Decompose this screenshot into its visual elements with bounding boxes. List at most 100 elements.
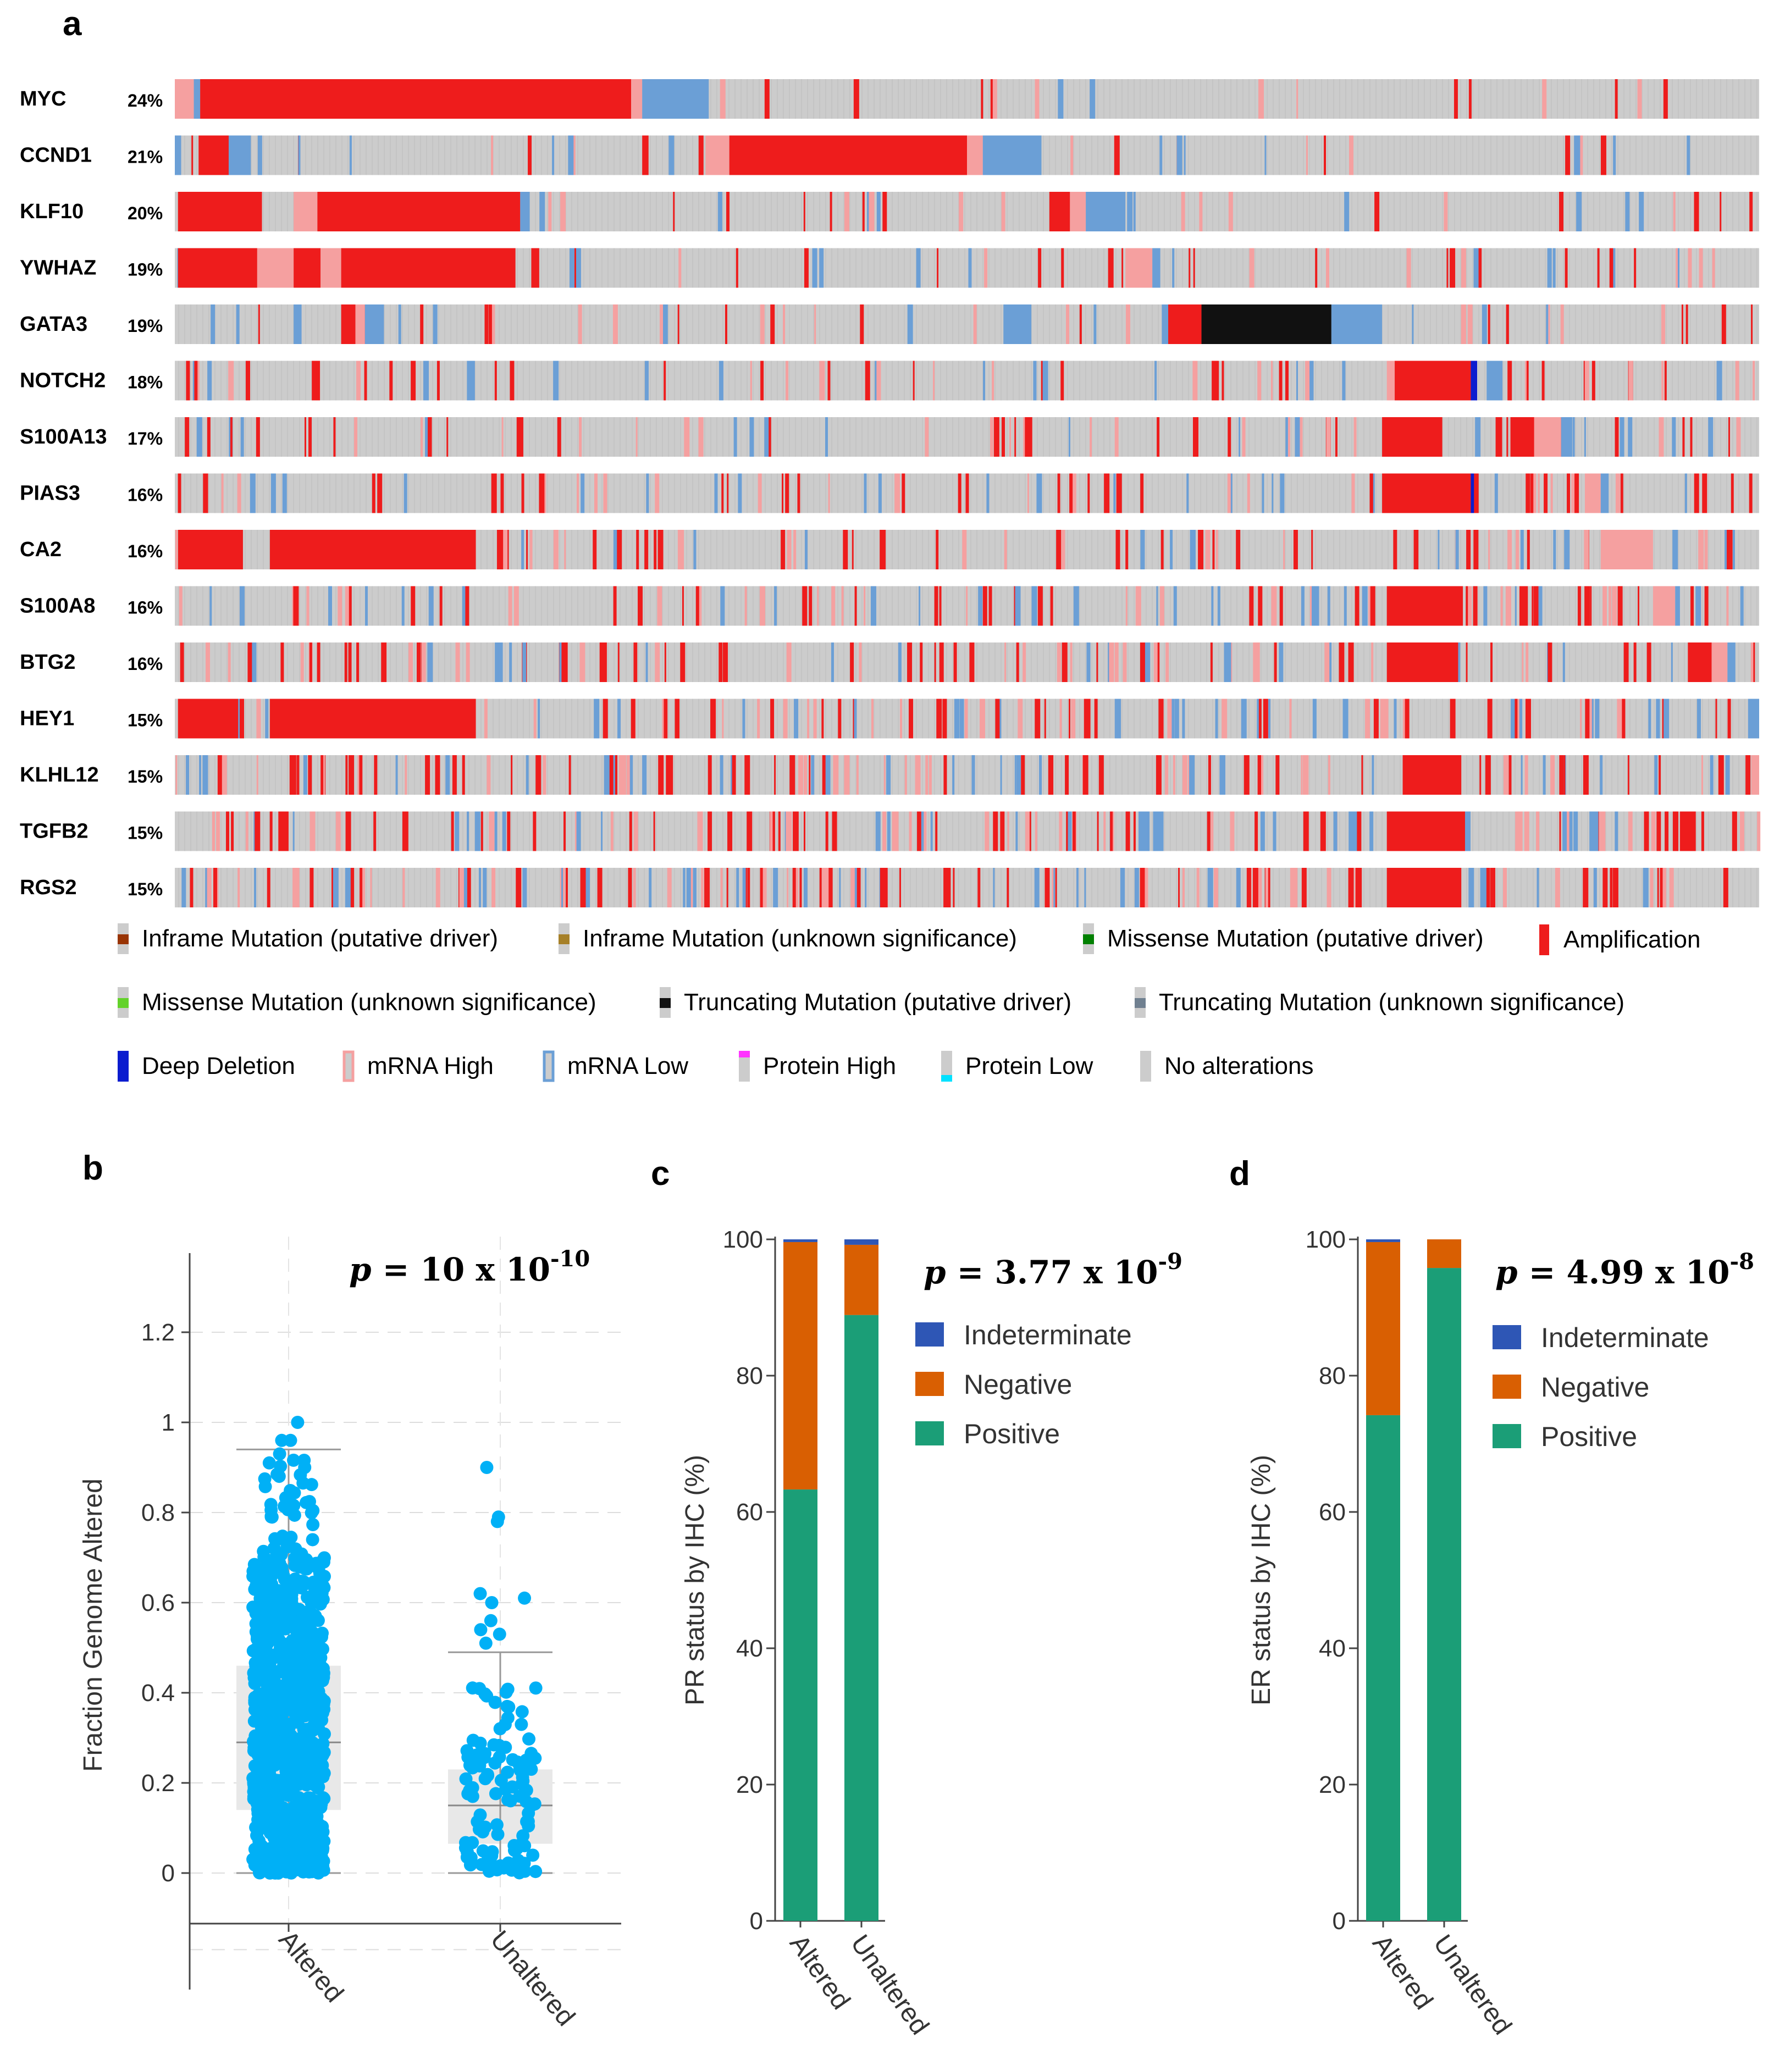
track-stripe (1623, 248, 1624, 288)
track-stripe (1315, 192, 1316, 231)
alteration-amplification (853, 79, 859, 119)
track-stripe (414, 417, 415, 457)
track-stripe (861, 811, 863, 851)
track-stripe (1678, 361, 1679, 401)
track-stripe (747, 642, 748, 682)
alteration-amplification (1615, 79, 1618, 119)
alteration-amplification (936, 530, 939, 569)
track-stripe (1400, 135, 1401, 175)
alteration-mrna-low (1394, 699, 1397, 739)
alteration-amplification (1035, 699, 1041, 739)
track-stripe (722, 417, 723, 457)
track-stripe (1466, 192, 1467, 231)
track-stripe (553, 304, 554, 344)
track-stripe (771, 473, 772, 513)
track-stripe (559, 361, 560, 401)
track-stripe (704, 473, 705, 513)
track-stripe (728, 304, 730, 344)
track-stripe (202, 304, 203, 344)
alteration-mrna-low (978, 586, 983, 626)
track-stripe (595, 586, 596, 626)
track-stripe (1418, 248, 1419, 288)
track-stripe (1333, 135, 1334, 175)
track-stripe (432, 417, 433, 457)
track-stripe (1623, 304, 1624, 344)
alteration-mrna-low (1189, 755, 1195, 795)
alteration-mrna-high (548, 192, 552, 231)
alteration-mrna-high (1247, 473, 1250, 513)
track-stripe (1291, 530, 1292, 569)
track-stripe (892, 304, 893, 344)
track-stripe (281, 361, 282, 401)
track-stripe (293, 473, 294, 513)
track-stripe (263, 361, 264, 401)
track-stripe (432, 755, 433, 795)
track-stripe (493, 586, 494, 626)
alteration-mrna-low (1671, 642, 1673, 682)
alteration-amplification (1609, 248, 1614, 288)
track-stripe (1684, 79, 1685, 119)
track-stripe (1242, 755, 1244, 795)
track-stripe (964, 361, 965, 401)
alteration-amplification (695, 586, 699, 626)
track-stripe (674, 473, 675, 513)
alteration-mrna-low (1547, 248, 1552, 288)
track-stripe (384, 755, 385, 795)
track-stripe (1242, 642, 1244, 682)
track-stripe (1442, 192, 1443, 231)
alteration-amplification (603, 699, 608, 739)
alteration-mrna-low (1015, 811, 1018, 851)
track-stripe (1236, 79, 1237, 119)
alteration-mrna-low (1182, 699, 1185, 739)
track-stripe (904, 755, 905, 795)
track-stripe (807, 642, 808, 682)
alteration-mrna-high (833, 755, 839, 795)
track-stripe (1508, 642, 1510, 682)
alteration-amplification (1526, 473, 1530, 513)
alteration-mrna-low (864, 473, 867, 513)
alteration-mrna-high (572, 135, 576, 175)
track-stripe (1442, 699, 1443, 739)
alteration-mrna-low (559, 642, 562, 682)
track-stripe (384, 361, 385, 401)
track-stripe (226, 361, 228, 401)
track-stripe (650, 811, 651, 851)
track-stripe (263, 304, 264, 344)
alteration-mrna-low (1176, 135, 1182, 175)
track-stripe (1635, 79, 1637, 119)
alteration-amplification (425, 755, 430, 795)
alteration-mrna-high (817, 586, 819, 626)
alteration-mrna-high (1070, 642, 1073, 682)
track-stripe (384, 586, 385, 626)
alteration-mrna-high (533, 699, 537, 739)
track-stripe (220, 304, 222, 344)
track-stripe (1702, 192, 1703, 231)
alteration-amplification (747, 811, 753, 851)
track-stripe (843, 642, 844, 682)
track-stripe (214, 755, 215, 795)
track-stripe (1218, 79, 1219, 119)
alteration-block-mrna-low (294, 304, 302, 344)
track-stripe (1388, 755, 1389, 795)
track-stripe (795, 755, 796, 795)
track-stripe (1617, 79, 1618, 119)
track-stripe (692, 530, 693, 569)
track-stripe (589, 135, 590, 175)
track-stripe (886, 642, 887, 682)
track-stripe (1267, 135, 1268, 175)
alteration-amplification (732, 755, 736, 795)
track-stripe (589, 417, 590, 457)
track-stripe (1581, 755, 1582, 795)
track-stripe (680, 811, 681, 851)
alteration-mrna-high (1287, 417, 1290, 457)
alteration-mrna-low (1329, 642, 1332, 682)
alteration-mrna-low (1068, 811, 1072, 851)
track-stripe (1557, 361, 1558, 401)
track-stripe (1309, 642, 1310, 682)
track-stripe (1176, 530, 1177, 569)
alteration-amplification (1228, 417, 1231, 457)
track-stripe (638, 642, 639, 682)
track-stripe (1557, 586, 1558, 626)
alteration-mrna-high (844, 192, 849, 231)
track-stripe (1756, 473, 1758, 513)
